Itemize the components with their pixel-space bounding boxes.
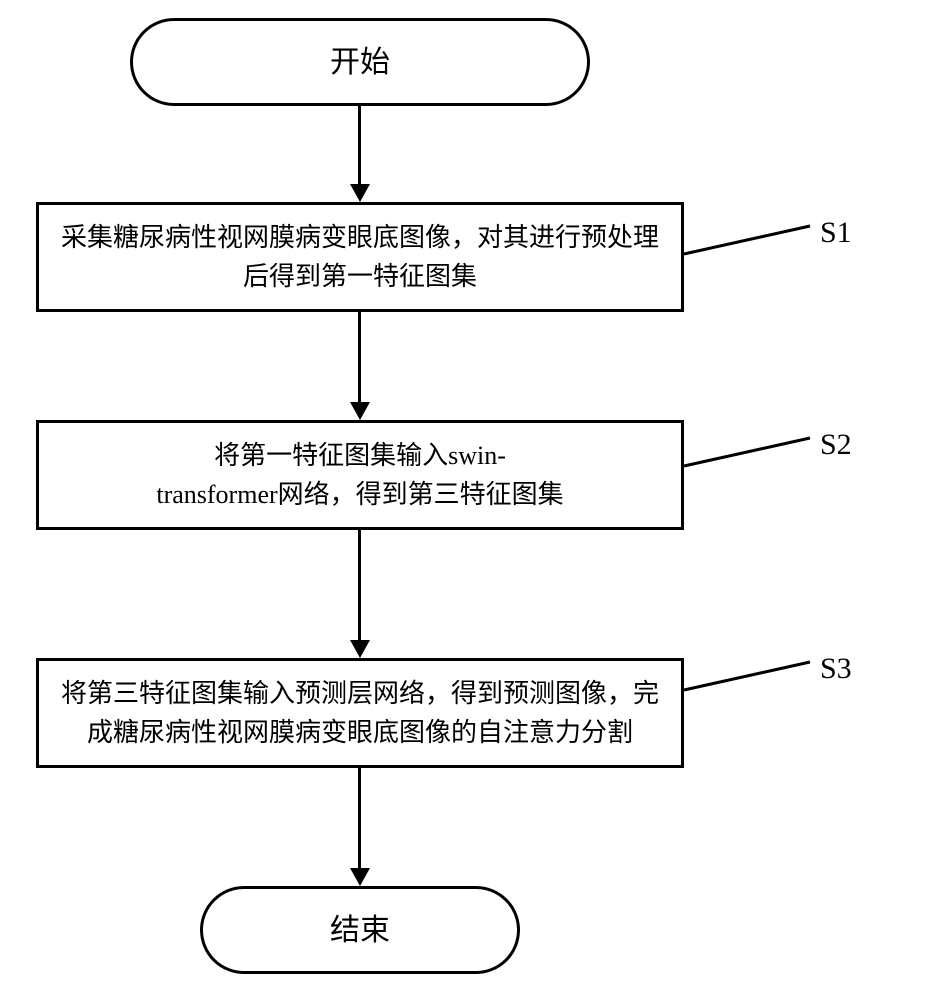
edge-s2-s3-head [350, 640, 370, 658]
node-start: 开始 [130, 18, 590, 106]
step-label-s1: S1 [820, 216, 852, 250]
edge-start-s1 [358, 106, 361, 184]
node-s1-text: 采集糖尿病性视网膜病变眼底图像，对其进行预处理 后得到第一特征图集 [61, 218, 659, 296]
edge-s2-s3 [358, 530, 361, 640]
edge-s3-end [358, 768, 361, 868]
node-s1-line2: 后得到第一特征图集 [61, 257, 659, 296]
label-connector-s1 [684, 220, 814, 260]
edge-s3-end-head [350, 868, 370, 886]
node-s2-text: 将第一特征图集输入swin- transformer网络，得到第三特征图集 [156, 436, 563, 514]
label-connector-s2 [684, 432, 814, 472]
label-connector-s3 [684, 656, 814, 696]
node-s1-line1: 采集糖尿病性视网膜病变眼底图像，对其进行预处理 [61, 218, 659, 257]
node-s2-line1: 将第一特征图集输入swin- [156, 436, 563, 475]
node-s3-line1: 将第三特征图集输入预测层网络，得到预测图像，完 [61, 674, 659, 713]
edge-s1-s2-head [350, 402, 370, 420]
node-s3-text: 将第三特征图集输入预测层网络，得到预测图像，完 成糖尿病性视网膜病变眼底图像的自… [61, 674, 659, 752]
edge-start-s1-head [350, 184, 370, 202]
node-s1: 采集糖尿病性视网膜病变眼底图像，对其进行预处理 后得到第一特征图集 [36, 202, 684, 312]
node-s2-line2: transformer网络，得到第三特征图集 [156, 475, 563, 514]
edge-s1-s2 [358, 312, 361, 402]
node-end-label: 结束 [330, 908, 390, 953]
node-start-label: 开始 [330, 40, 390, 85]
node-s3: 将第三特征图集输入预测层网络，得到预测图像，完 成糖尿病性视网膜病变眼底图像的自… [36, 658, 684, 768]
step-label-s2: S2 [820, 428, 852, 462]
node-s2: 将第一特征图集输入swin- transformer网络，得到第三特征图集 [36, 420, 684, 530]
node-s3-line2: 成糖尿病性视网膜病变眼底图像的自注意力分割 [61, 713, 659, 752]
step-label-s3: S3 [820, 652, 852, 686]
flowchart-canvas: 开始 采集糖尿病性视网膜病变眼底图像，对其进行预处理 后得到第一特征图集 S1 … [0, 0, 928, 1000]
node-end: 结束 [200, 886, 520, 974]
